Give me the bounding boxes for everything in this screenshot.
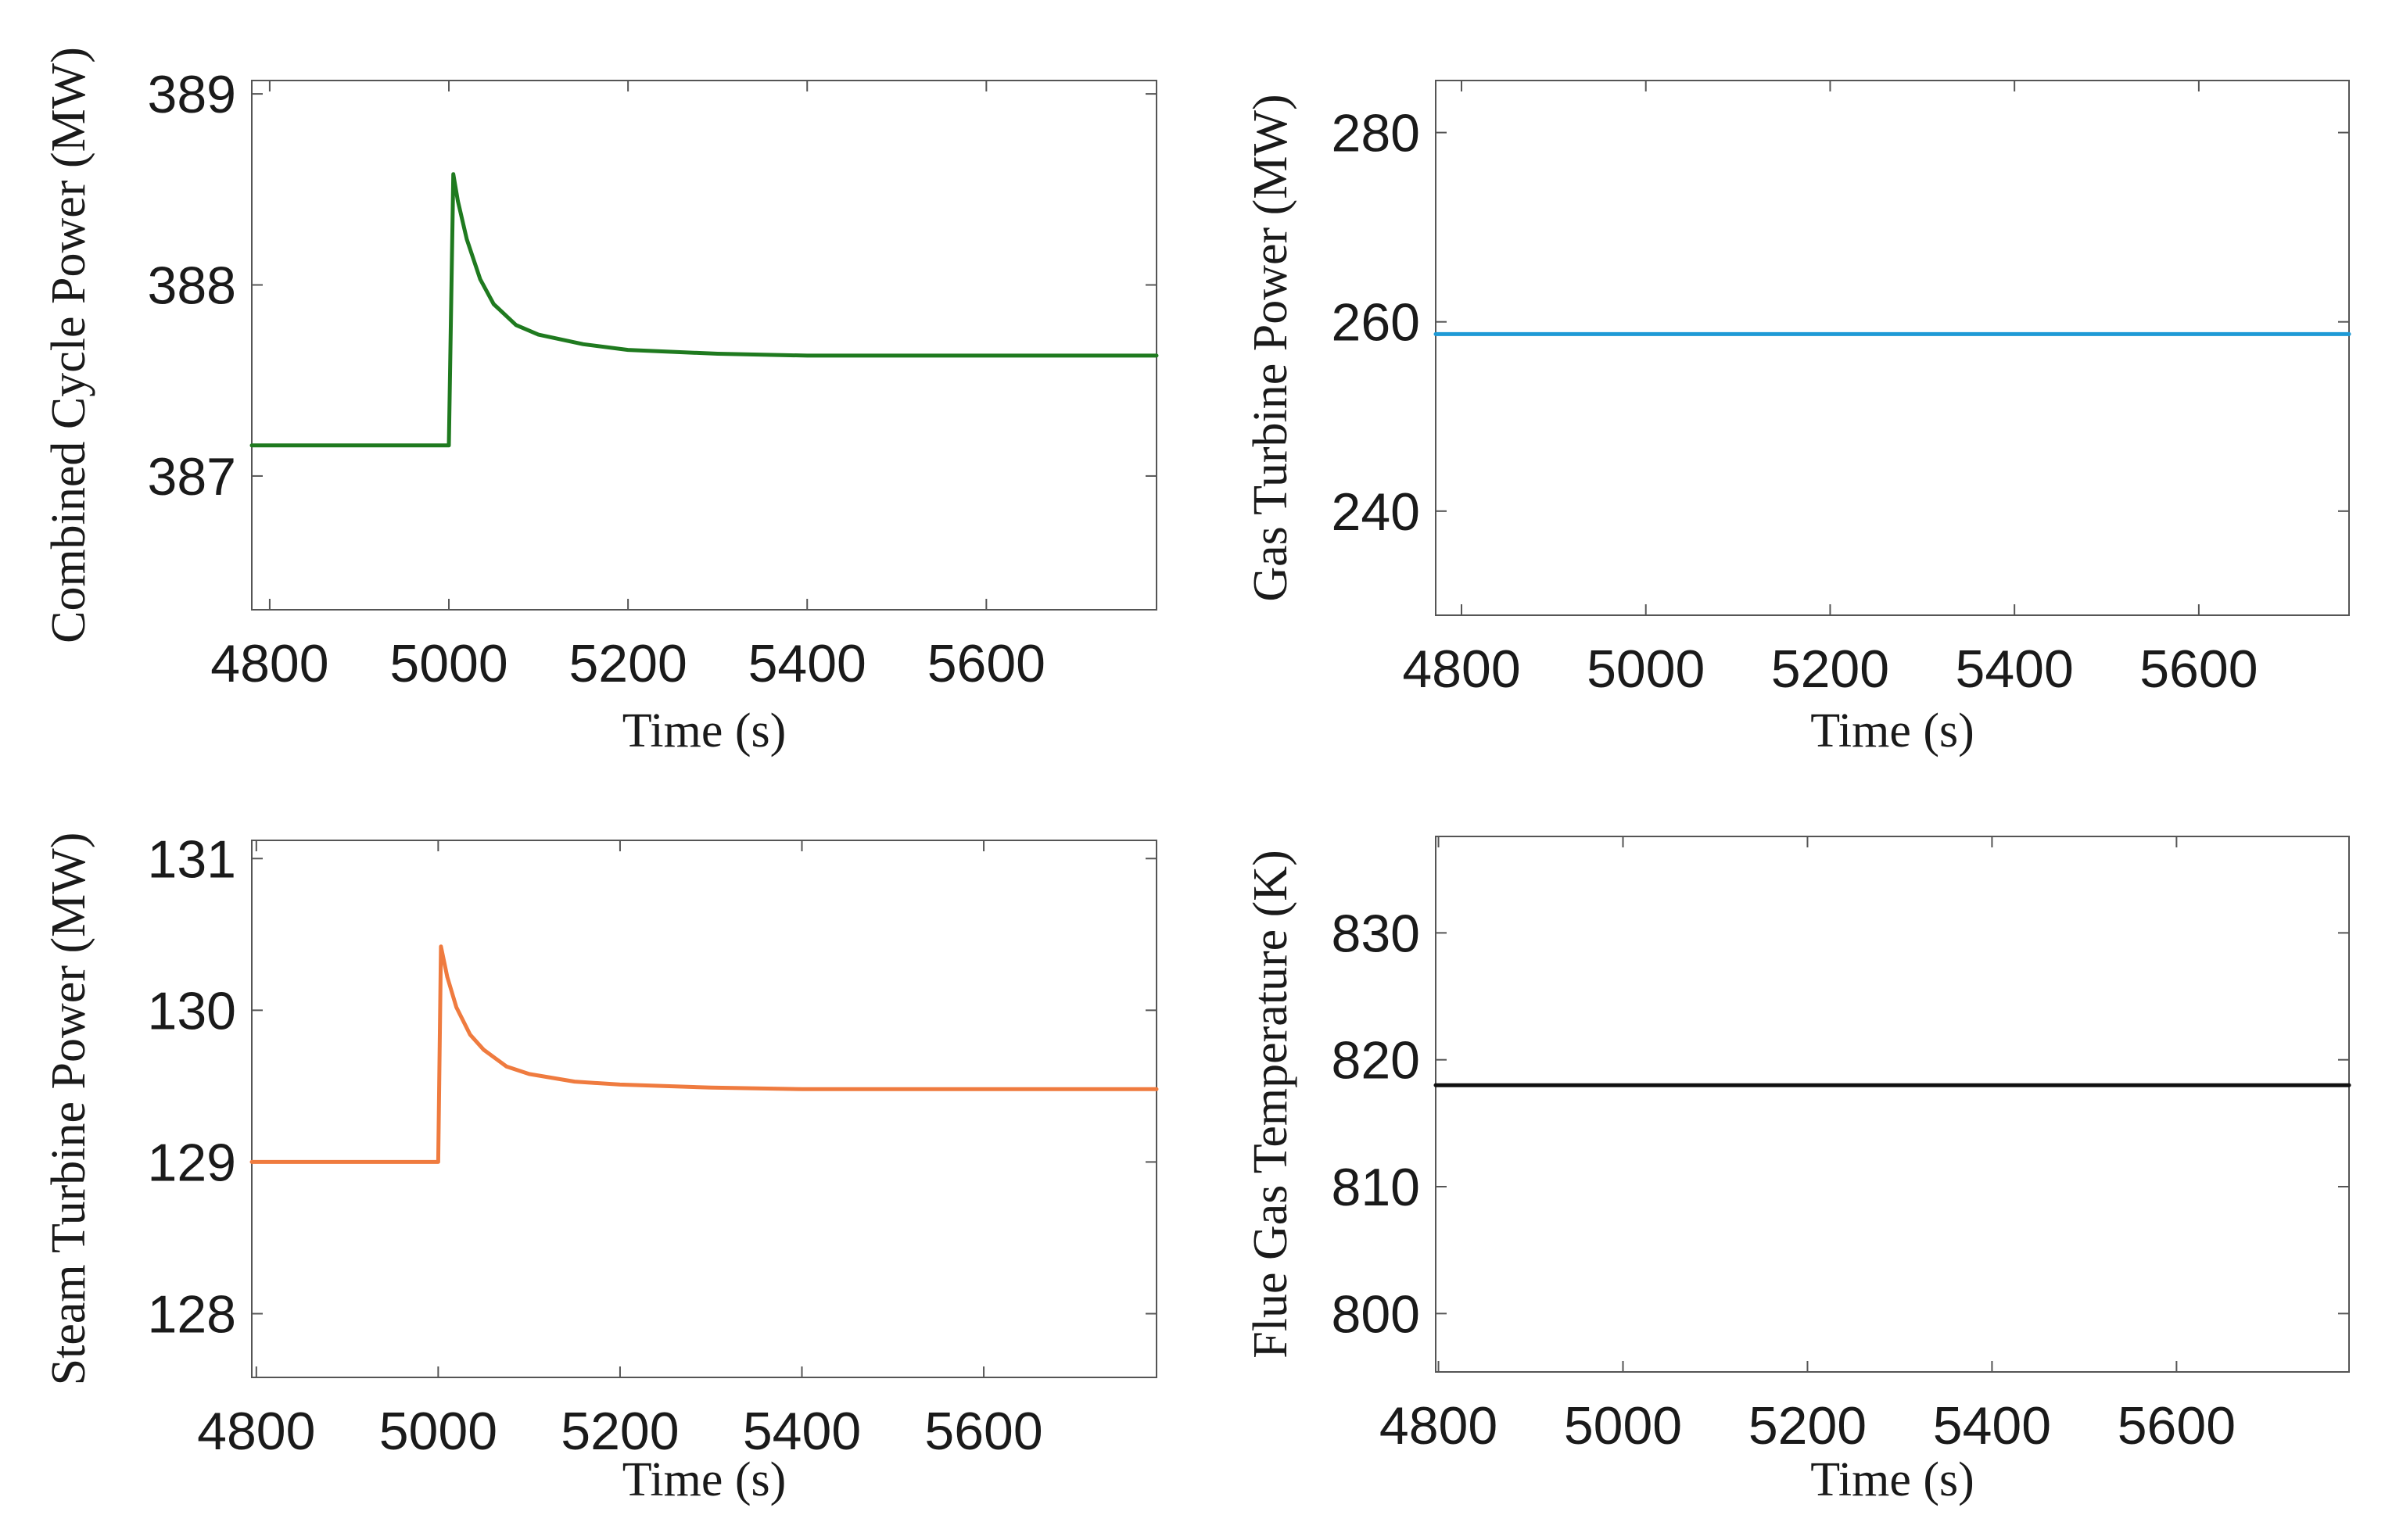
plot-frame <box>1435 836 2350 1373</box>
x-tick-label: 5000 <box>1564 1396 1682 1456</box>
x-tick-label: 4800 <box>1402 639 1520 699</box>
x-tick-label: 5000 <box>1587 639 1705 699</box>
x-tick-label: 5200 <box>561 1402 679 1461</box>
x-tick-label: 5000 <box>389 634 507 693</box>
y-axis-label: Flue Gas Temperature (K) <box>1244 850 1297 1358</box>
x-axis-label: Time (s) <box>1810 704 1974 757</box>
x-axis-label: Time (s) <box>622 1453 787 1506</box>
y-tick-label: 387 <box>148 447 236 507</box>
y-tick-label: 389 <box>148 65 236 124</box>
x-tick-label: 4800 <box>210 634 328 693</box>
plot-frame <box>1435 80 2350 616</box>
y-tick-label: 820 <box>1332 1031 1420 1091</box>
y-tick-label: 128 <box>148 1284 236 1344</box>
x-tick-label: 5600 <box>924 1402 1042 1461</box>
panel-bottom-right: 4800 5000 5200 5400 5600 800 810 820 830 Time (s)… <box>1244 836 2351 1506</box>
plot-frame <box>251 80 1157 611</box>
x-tick-label: 5200 <box>1771 639 1889 699</box>
y-tick-label: 800 <box>1332 1284 1420 1344</box>
x-tick-label: 5200 <box>1748 1396 1867 1456</box>
y-tick-label: 131 <box>148 829 236 889</box>
y-tick-label: 830 <box>1332 904 1420 963</box>
x-axis-label: Time (s) <box>1810 1453 1974 1506</box>
x-tick-label: 5200 <box>568 634 687 693</box>
panel-top-right: 4800 5000 5200 5400 5600 240 260 280 Time (s) Gas… <box>1244 80 2351 757</box>
x-axis-label: Time (s) <box>622 704 787 757</box>
y-tick-label: 130 <box>148 981 236 1040</box>
x-tick-label: 4800 <box>197 1402 315 1461</box>
x-tick-label: 5600 <box>927 634 1045 693</box>
x-tick-label: 5400 <box>1956 639 2074 699</box>
x-tick-label: 5000 <box>379 1402 497 1461</box>
y-tick-label: 260 <box>1332 293 1420 353</box>
y-axis-label: Steam Turbine Power (MW) <box>42 833 95 1386</box>
y-tick-label: 240 <box>1332 482 1420 542</box>
panel-bottom-left: 4800 5000 5200 5400 5600 128 129 130 131 Time (s)… <box>42 829 1159 1506</box>
y-axis-label: Gas Turbine Power (MW) <box>1244 94 1297 601</box>
y-tick-label: 810 <box>1332 1158 1420 1217</box>
plot-frame <box>251 840 1157 1378</box>
x-tick-label: 4800 <box>1379 1396 1497 1456</box>
series-line-combined-cycle-power <box>249 172 1159 448</box>
series-line-steam-turbine-power <box>249 944 1159 1164</box>
y-axis-label: Combined Cycle Power (MW) <box>42 47 95 643</box>
y-tick-label: 388 <box>148 256 236 316</box>
x-tick-label: 5400 <box>1933 1396 2051 1456</box>
panel-top-left: 4800 5000 5200 5400 5600 387 388 389 Time (s) Com… <box>42 47 1159 757</box>
x-tick-label: 5600 <box>2139 639 2258 699</box>
y-tick-label: 280 <box>1332 104 1420 163</box>
y-tick-label: 129 <box>148 1133 236 1192</box>
x-tick-label: 5600 <box>2118 1396 2236 1456</box>
x-tick-label: 5400 <box>743 1402 861 1461</box>
x-tick-label: 5400 <box>748 634 866 693</box>
